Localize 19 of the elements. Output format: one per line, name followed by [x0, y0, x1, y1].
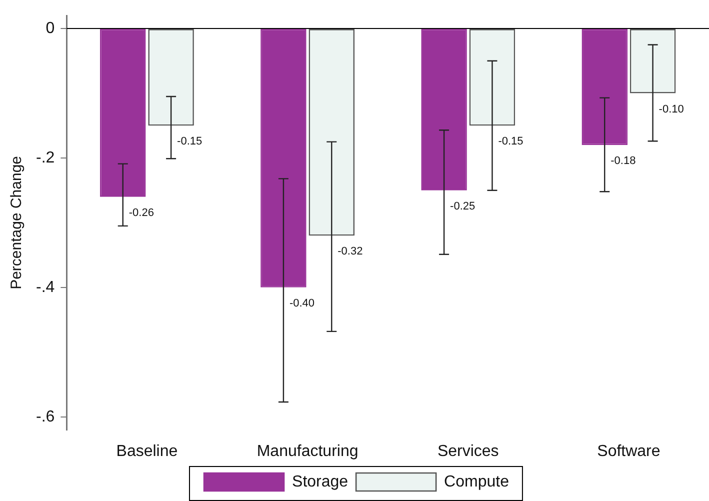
legend-label: Storage [292, 473, 348, 490]
data-label: -0.15 [177, 136, 202, 148]
x-tick-label: Manufacturing [256, 442, 358, 460]
data-label: -0.26 [128, 206, 154, 219]
data-label: -0.15 [498, 136, 524, 148]
y-tick-label: -.4 [36, 278, 55, 296]
data-label: -0.18 [610, 155, 636, 168]
data-label: -0.25 [450, 200, 476, 212]
data-label: -0.32 [338, 246, 363, 258]
data-label: -0.10 [658, 103, 684, 116]
y-tick-label: -.2 [36, 149, 55, 166]
x-tick-label: Software [597, 442, 660, 460]
x-tick-label: Services [437, 442, 499, 460]
y-tick-label: 0 [46, 20, 55, 37]
x-tick-label: Baseline [116, 442, 178, 460]
legend-label: Compute [444, 473, 510, 490]
y-tick-label: -.6 [36, 408, 55, 426]
y-axis-title: Percentage Change [8, 156, 26, 290]
data-label: -0.40 [289, 297, 315, 310]
